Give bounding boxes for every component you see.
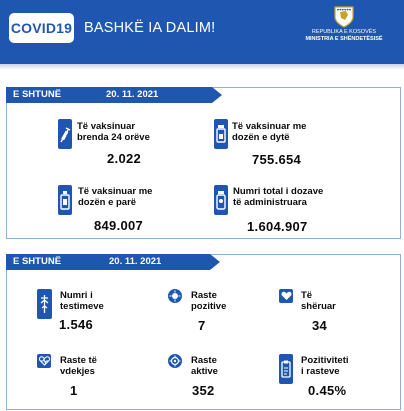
stat-value: 34 bbox=[312, 318, 328, 333]
stat-value: 1 bbox=[70, 383, 78, 398]
kosovo-emblem-icon bbox=[334, 6, 354, 28]
ministry-logo: REPUBLIKA E KOSOVËS MINISTRIA E SHËNDETË… bbox=[294, 6, 394, 43]
stat-value: 7 bbox=[198, 318, 206, 333]
vaccine-bottle-icon bbox=[58, 185, 72, 215]
stat-label: Raste aktive bbox=[191, 355, 218, 377]
vaccine-vials-icon bbox=[214, 119, 228, 149]
stat-value: 849.007 bbox=[94, 218, 144, 233]
stat-label: Raste të vdekjes bbox=[60, 355, 97, 377]
vaccination-date: 20. 11. 2021 bbox=[106, 89, 159, 100]
stat-value: 755.654 bbox=[252, 152, 302, 167]
clipboard-icon bbox=[279, 354, 293, 384]
cases-day: E SHTUNË bbox=[13, 256, 62, 267]
stat-value: 2.022 bbox=[107, 151, 142, 166]
stat-value: 352 bbox=[192, 383, 215, 398]
stat-label: Të vaksinuar me dozën e parë bbox=[78, 186, 153, 208]
ministry-name: MINISTRIA E SHËNDETËSISË bbox=[305, 36, 383, 42]
heartbeat-icon bbox=[37, 354, 51, 368]
cases-date: 20. 11. 2021 bbox=[109, 256, 162, 267]
test-tube-icon bbox=[37, 289, 52, 319]
stat-value: 0.45% bbox=[308, 383, 347, 398]
logo-text: COVID19 bbox=[10, 20, 73, 36]
stat-label: Numri i testimeve bbox=[60, 290, 104, 312]
medicine-bottle-icon bbox=[214, 185, 228, 215]
header-bar: COVID19 BASHKË IA DALIM! REPUBLIKA E KOS… bbox=[0, 0, 404, 64]
cases-panel: E SHTUNË 20. 11. 2021 Numri i testimeve 1… bbox=[6, 254, 401, 410]
cases-date-bar: E SHTUNË 20. 11. 2021 bbox=[6, 254, 220, 270]
virus-icon bbox=[168, 289, 182, 303]
stat-label: Numri total i dozave të administruara bbox=[233, 186, 324, 208]
vaccination-date-bar: E SHTUNË 20. 11. 2021 bbox=[6, 87, 222, 103]
virus-face-icon bbox=[168, 354, 182, 368]
stat-label: Të vaksinuar me dozën e dytë bbox=[232, 121, 307, 143]
stat-value: 1.604.907 bbox=[247, 219, 308, 234]
tagline: BASHKË IA DALIM! bbox=[84, 20, 216, 36]
vaccination-day: E SHTUNË bbox=[13, 89, 62, 100]
stat-label: Të shëruar bbox=[301, 290, 336, 312]
stat-label: Pozitiviteti i rasteve bbox=[301, 355, 349, 377]
vaccination-panel: E SHTUNË 20. 11. 2021 Të vaksinuar brenda… bbox=[6, 87, 401, 239]
heart-icon bbox=[279, 289, 293, 303]
ministry-republic: REPUBLIKA E KOSOVËS bbox=[311, 29, 377, 35]
covid19-logo: COVID19 bbox=[9, 13, 74, 43]
header-divider bbox=[0, 64, 404, 70]
syringe-icon bbox=[58, 119, 72, 149]
stat-label: Të vaksinuar brenda 24 orëve bbox=[77, 121, 150, 143]
stat-label: Raste pozitive bbox=[191, 290, 227, 312]
stat-value: 1.546 bbox=[59, 317, 94, 332]
